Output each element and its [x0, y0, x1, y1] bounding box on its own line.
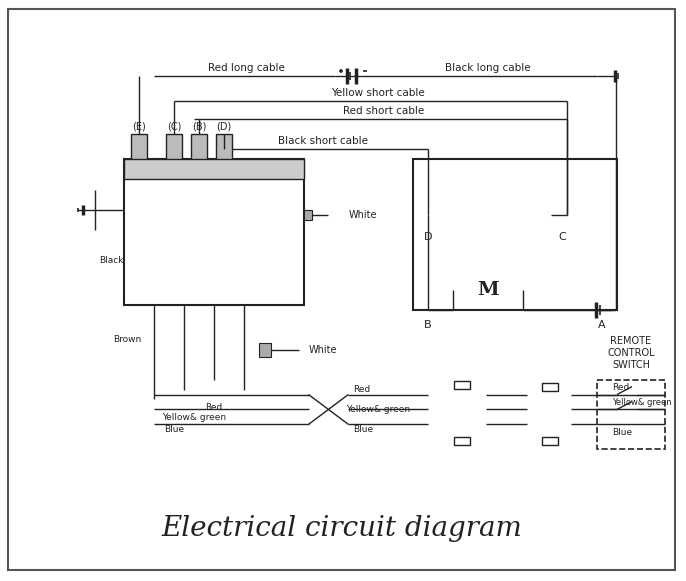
Bar [543, 382, 558, 390]
Text: Red short cable: Red short cable [342, 106, 424, 116]
Bar [454, 381, 470, 389]
Text: Blue: Blue [164, 425, 185, 434]
Bar [124, 159, 304, 305]
Bar [543, 437, 558, 445]
Text: Red: Red [353, 385, 370, 394]
Circle shape [615, 407, 619, 411]
Text: Yellow& green: Yellow& green [162, 413, 226, 422]
Bar [304, 210, 311, 220]
Bar [132, 134, 147, 162]
Text: (C): (C) [167, 122, 181, 132]
Text: Electrical circuit diagram: Electrical circuit diagram [161, 515, 522, 543]
Text: Black long cable: Black long cable [445, 63, 530, 73]
Text: Red: Red [205, 403, 223, 412]
Text: White: White [348, 210, 377, 220]
Text: Yellow short cable: Yellow short cable [331, 88, 425, 98]
Bar [166, 134, 182, 162]
Text: Red: Red [612, 383, 629, 392]
Text: C: C [558, 232, 566, 242]
Circle shape [635, 407, 639, 411]
Text: Brown: Brown [113, 335, 141, 345]
Bar [413, 159, 617, 310]
Circle shape [635, 393, 639, 396]
Bar [454, 437, 470, 445]
Text: (B): (B) [192, 122, 206, 132]
Text: Blue: Blue [353, 425, 373, 434]
Text: (E): (E) [132, 122, 146, 132]
Text: Yellow& green: Yellow& green [612, 398, 672, 407]
Bar [124, 159, 304, 178]
Text: (D): (D) [216, 122, 232, 132]
Bar [216, 134, 232, 162]
Text: Red long cable: Red long cable [209, 63, 285, 73]
Text: B: B [424, 320, 431, 330]
Text: Blue: Blue [612, 428, 632, 437]
Text: D: D [424, 232, 432, 242]
Text: Black short cable: Black short cable [279, 136, 368, 146]
Bar [259, 343, 271, 357]
Text: Yellow& green: Yellow& green [346, 405, 410, 414]
Text: M: M [477, 281, 499, 299]
Text: White: White [309, 345, 337, 355]
Bar [598, 379, 665, 449]
Circle shape [615, 393, 619, 396]
Bar [191, 134, 207, 162]
Text: REMOTE
CONTROL
SWITCH: REMOTE CONTROL SWITCH [607, 336, 655, 370]
Text: Black: Black [99, 256, 123, 264]
Text: A: A [598, 320, 606, 330]
